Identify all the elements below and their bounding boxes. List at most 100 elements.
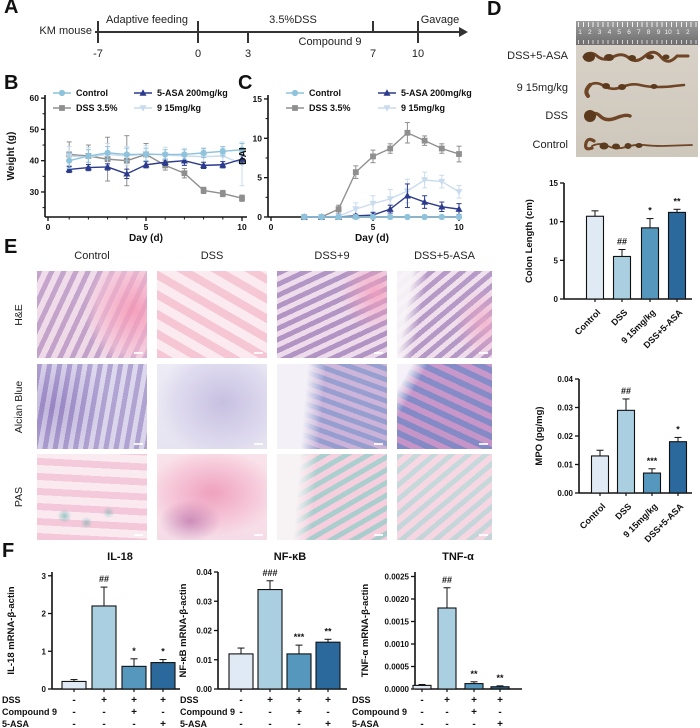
condition-symbol: - xyxy=(239,707,242,718)
marker-circle xyxy=(455,213,463,221)
marker-square xyxy=(181,170,188,177)
marker-triangle xyxy=(84,163,92,171)
condition-symbol: + xyxy=(160,695,166,706)
bar-control xyxy=(585,215,605,300)
ruler-number: 3 xyxy=(597,29,602,36)
y-axis-label: IL-18 mRNA-β-actin xyxy=(6,586,17,674)
ruler-number: 1 xyxy=(676,29,680,36)
marker-circle xyxy=(142,151,150,158)
significance-label: ** xyxy=(496,673,504,683)
x-tick-label: 0 xyxy=(269,222,274,232)
marker-triangle xyxy=(421,198,429,205)
x-category-label: DSS xyxy=(609,307,629,327)
x-tick-label: 10 xyxy=(237,222,247,232)
bar-dss xyxy=(616,409,636,494)
marker-triangle xyxy=(139,89,147,96)
significance-label: ## xyxy=(99,574,109,584)
histology-column-header: DSS xyxy=(200,250,224,262)
significance-label: ## xyxy=(617,237,627,247)
specimen-label: 9 15mg/kg xyxy=(516,82,568,94)
y-tick-label: 50 xyxy=(30,124,40,134)
timeline-tick xyxy=(247,32,249,43)
y-axis-label: TNF-α mRNA-β-actin xyxy=(360,584,371,678)
ruler-number: 9 xyxy=(656,29,661,36)
marker-square xyxy=(292,105,298,111)
condition-symbol: - xyxy=(72,707,75,718)
marker-circle xyxy=(238,146,246,153)
condition-symbol: + xyxy=(296,707,302,718)
marker-triangle-down xyxy=(383,105,391,112)
marker-triangle xyxy=(104,163,112,170)
series-9-15mg-kg xyxy=(300,171,463,221)
condition-row-label: Compound 9 xyxy=(2,707,57,717)
condition-symbol: + xyxy=(131,695,137,706)
condition-row-label: 5-ASA xyxy=(2,719,30,728)
marker-circle xyxy=(387,213,394,221)
significance-label: * xyxy=(132,646,136,656)
marker-triangle-down xyxy=(438,178,446,186)
histology-image-he4 xyxy=(397,271,492,358)
histology-image-pas2 xyxy=(157,454,267,540)
condition-symbol: + xyxy=(325,719,331,728)
colon-photo: 1 2 3 4 5 6 7 8 9 10 1 2 xyxy=(576,21,698,157)
timeline-phase-label: Compound 9 xyxy=(298,36,362,48)
marker-triangle-down xyxy=(369,200,377,208)
marker-triangle-down xyxy=(386,196,394,203)
chart-title: NF-κB xyxy=(274,551,306,563)
marker-triangle xyxy=(238,155,246,162)
condition-symbol: + xyxy=(471,695,477,706)
bar-control xyxy=(61,680,87,690)
y-tick-label: 15 xyxy=(253,94,263,104)
marker-circle xyxy=(318,213,325,221)
bar-control xyxy=(590,455,610,494)
timeline-tick-label: 0 xyxy=(194,48,202,60)
specimen-label: Control xyxy=(532,139,568,151)
y-tick-label: 60 xyxy=(30,93,40,103)
bar-dss-5-asa xyxy=(315,641,341,690)
timeline-phase-label: 3.5%DSS xyxy=(269,14,317,26)
significance-label: * xyxy=(676,424,680,434)
specimen-label: DSS xyxy=(545,110,568,122)
significance-label: *** xyxy=(294,632,305,642)
histology-image-pas3 xyxy=(277,454,387,540)
series-line xyxy=(69,158,243,175)
panel-label-a: A xyxy=(4,0,19,18)
marker-circle xyxy=(438,213,445,221)
condition-row-label: DSS xyxy=(2,695,21,705)
marker-square xyxy=(387,145,394,152)
y-tick-label: 0.04 xyxy=(557,375,573,384)
condition-row-label: DSS xyxy=(180,695,199,705)
timeline-tick-label: 3 xyxy=(244,48,252,60)
y-tick-label: 2 xyxy=(42,610,47,619)
marker-circle xyxy=(162,151,169,158)
y-tick-label: 0.0005 xyxy=(385,663,410,672)
y-tick-label: 30 xyxy=(30,187,40,197)
histology-image-ab4 xyxy=(397,364,492,449)
condition-symbol: - xyxy=(268,719,271,728)
y-tick-label: 10 xyxy=(253,133,263,143)
series-line xyxy=(304,131,460,218)
y-tick-label: 1 xyxy=(42,647,47,656)
series-control xyxy=(301,213,463,221)
histology-image-ab3 xyxy=(277,364,387,449)
histology-image-ab1 xyxy=(37,364,147,449)
timeline-arrow-icon xyxy=(459,27,468,37)
condition-symbol: - xyxy=(297,719,300,728)
timeline-tick xyxy=(197,21,199,43)
y-tick-label: 5 xyxy=(554,256,559,265)
marker-triangle-down xyxy=(139,105,147,112)
x-tick-label: 5 xyxy=(144,222,149,232)
timeline-axis xyxy=(95,31,461,33)
significance-label: ** xyxy=(324,626,332,636)
ruler-number: 6 xyxy=(627,29,631,36)
condition-symbol: + xyxy=(101,695,107,706)
legend-label: 5-ASA 200mg/kg xyxy=(157,88,228,98)
weight-line-chart: 30 40 50 60 0 5 10 Weight (g) Day (d) Control DSS … xyxy=(6,88,247,244)
x-axis-label: Day (d) xyxy=(355,233,389,244)
y-tick-label: 0.0000 xyxy=(385,685,410,694)
significance-label: ** xyxy=(673,196,681,206)
marker-circle xyxy=(181,151,188,158)
y-tick-label: 0.0010 xyxy=(385,640,410,649)
marker-triangle xyxy=(455,205,463,212)
